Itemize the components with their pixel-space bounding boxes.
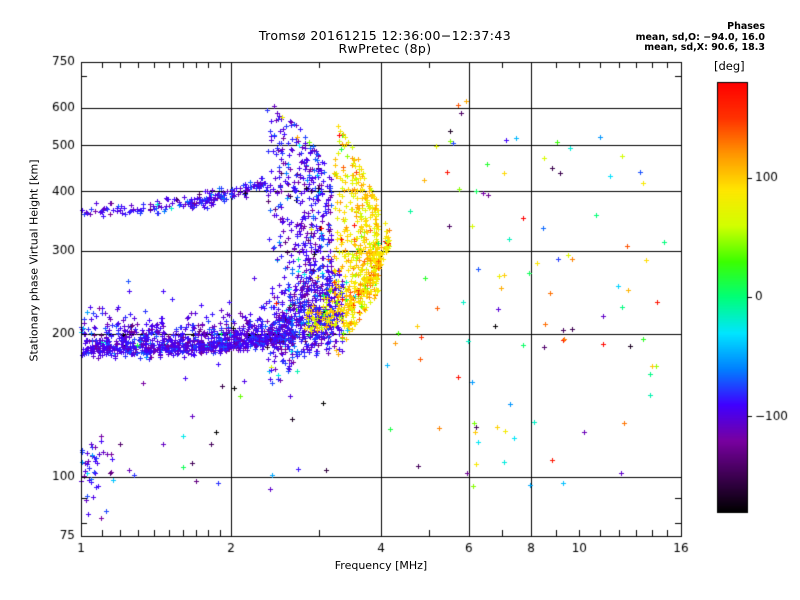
chart-subtitle-line2: RwPretec (8p) <box>338 41 432 56</box>
phases-o-stats: mean, sd,O: −94.0, 16.0 <box>635 31 765 43</box>
colorbar-unit-label: [deg] <box>714 59 745 73</box>
x-axis-label: Frequency [MHz] <box>334 559 428 572</box>
y-axis-label: Stationary phase Virtual Height [km] <box>27 159 41 362</box>
phases-header: Phases <box>727 21 765 32</box>
chart-title-line1: Tromsø 20161215 12:36:00−12:37:43 <box>258 28 512 43</box>
phases-x-stats: mean, sd,X: 90.6, 18.3 <box>644 42 765 53</box>
phases-annotation: Phases mean, sd,O: −94.0, 16.0 mean, sd,… <box>575 21 765 54</box>
